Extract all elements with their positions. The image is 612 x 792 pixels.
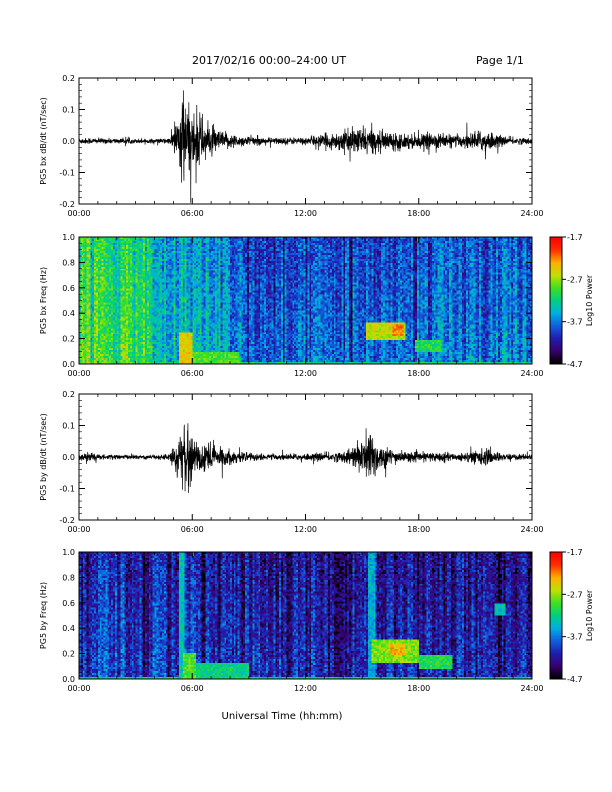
y-tick-label: -0.2 (59, 516, 75, 525)
y-tick-label: -0.2 (59, 200, 75, 209)
y-tick-label: 0.0 (62, 360, 75, 369)
y-tick-label: 0.0 (62, 453, 75, 462)
y-tick-label: 0.2 (62, 650, 75, 659)
y-tick-label: 0.8 (62, 258, 75, 267)
x-tick-label: 12:00 (294, 209, 317, 218)
x-tick-label: 06:00 (181, 369, 204, 378)
y-tick-label: 0.0 (62, 137, 75, 146)
y-tick-label: 0.1 (62, 422, 75, 431)
x-tick-label: 06:00 (181, 525, 204, 534)
colorbar-4 (550, 552, 562, 679)
x-tick-label: 18:00 (407, 369, 430, 378)
y-tick-label: 0.2 (62, 335, 75, 344)
y-tick-label: 0.6 (62, 599, 75, 608)
x-tick-label: 00:00 (67, 525, 90, 534)
x-axis-label: Universal Time (hh:mm) (222, 711, 343, 722)
y-tick-label: 0.0 (62, 675, 75, 684)
colorbar-tick-label: -3.7 (567, 318, 583, 327)
y-tick-label: 0.6 (62, 284, 75, 293)
colorbar-label: Log10 Power (585, 274, 594, 326)
page-number: Page 1/1 (476, 54, 524, 67)
y-tick-label: -0.1 (59, 169, 75, 178)
colorbar-tick-label: -2.7 (567, 275, 583, 284)
x-tick-label: 24:00 (520, 684, 543, 693)
x-tick-label: 24:00 (520, 525, 543, 534)
x-tick-label: 18:00 (407, 209, 430, 218)
colorbar-2 (550, 237, 562, 364)
x-tick-label: 24:00 (520, 209, 543, 218)
x-tick-label: 18:00 (407, 525, 430, 534)
y-axis-label: PG5 bx dB/dt (nT/sec) (39, 97, 48, 184)
y-tick-label: 0.2 (62, 390, 75, 399)
y-axis-label: PG5 bx Freq (Hz) (39, 267, 48, 334)
y-tick-label: 1.0 (62, 233, 75, 242)
x-tick-label: 00:00 (67, 369, 90, 378)
y-axis-label: PG5 by dB/dt (nT/sec) (39, 413, 48, 500)
y-tick-label: 1.0 (62, 548, 75, 557)
y-tick-label: 0.1 (62, 106, 75, 115)
y-tick-label: -0.1 (59, 485, 75, 494)
y-tick-label: 0.4 (62, 624, 75, 633)
page-title: 2017/02/16 00:00–24:00 UT (192, 54, 347, 67)
colorbar-tick-label: -2.7 (567, 590, 583, 599)
x-tick-label: 12:00 (294, 369, 317, 378)
x-tick-label: 00:00 (67, 684, 90, 693)
colorbar-frame (549, 551, 563, 680)
colorbar-tick-label: -4.7 (567, 360, 583, 369)
y-tick-label: 0.8 (62, 573, 75, 582)
y-tick-label: 0.2 (62, 74, 75, 83)
x-tick-label: 06:00 (181, 209, 204, 218)
spectrogram-image-2 (79, 237, 532, 364)
colorbar-tick-label: -1.7 (567, 548, 583, 557)
waveform-series (78, 423, 533, 494)
y-tick-label: 0.4 (62, 309, 75, 318)
colorbar-frame (549, 236, 563, 365)
x-tick-label: 24:00 (520, 369, 543, 378)
colorbar-label: Log10 Power (585, 589, 594, 641)
x-tick-label: 12:00 (294, 684, 317, 693)
x-tick-label: 18:00 (407, 684, 430, 693)
spectrogram-image-4 (79, 552, 532, 679)
y-axis-label: PG5 by Freq (Hz) (39, 582, 48, 649)
x-tick-label: 06:00 (181, 684, 204, 693)
x-tick-label: 12:00 (294, 525, 317, 534)
colorbar-tick-label: -3.7 (567, 633, 583, 642)
x-tick-label: 00:00 (67, 209, 90, 218)
colorbar-tick-label: -1.7 (567, 233, 583, 242)
colorbar-tick-label: -4.7 (567, 675, 583, 684)
waveform-series (78, 90, 533, 203)
